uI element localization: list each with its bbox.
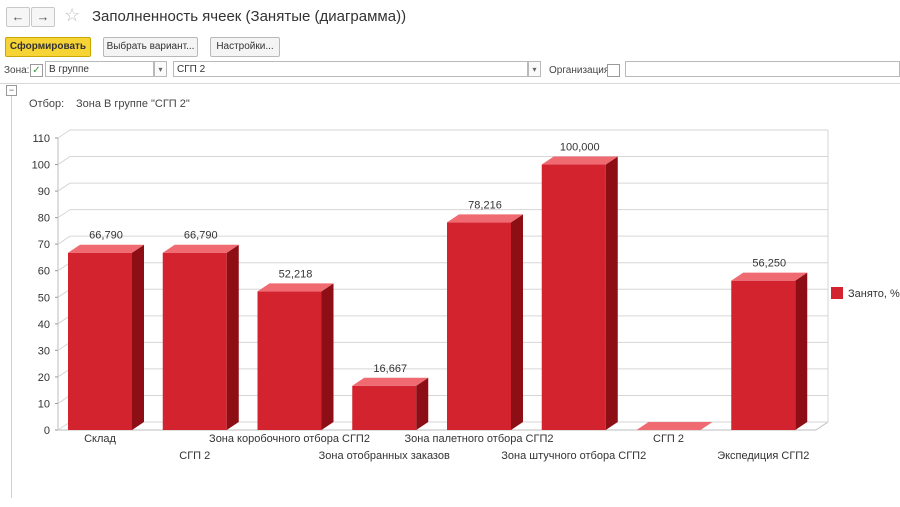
gridline-depth (57, 156, 71, 165)
y-tick-label: 10 (38, 398, 50, 410)
gridline-depth (57, 209, 71, 219)
category-label: СГП 2 (653, 433, 684, 445)
category-label: СГП 2 (179, 450, 210, 462)
bar (731, 280, 796, 430)
zone-checkbox[interactable]: ✓ (30, 64, 43, 77)
y-tick-label: 110 (32, 133, 50, 145)
check-icon: ✓ (32, 65, 41, 76)
filter-caption: Отбор: (29, 98, 65, 110)
legend-label: Занято, % (848, 288, 900, 300)
page-title: Заполненность ячеек (Занятые (диаграмма)… (92, 8, 407, 25)
gridline-depth (57, 182, 71, 192)
y-tick-label: 60 (38, 266, 50, 278)
group-tree-line (11, 96, 12, 498)
bar-side (605, 156, 618, 430)
settings-button[interactable]: Настройки... (210, 37, 280, 57)
y-tick-label: 80 (38, 213, 50, 225)
y-tick-label: 50 (38, 292, 50, 304)
organization-checkbox[interactable] (607, 64, 620, 77)
forward-button[interactable]: → (31, 7, 55, 27)
favorite-star-icon[interactable]: ☆ (64, 5, 81, 25)
data-label: 52,218 (279, 268, 313, 280)
arrow-left-icon: ← (11, 9, 25, 24)
bar (541, 164, 606, 430)
data-label: 16,667 (373, 363, 407, 375)
category-label: Экспедиция СГП2 (717, 450, 809, 462)
chevron-down-icon: ▾ (532, 65, 537, 74)
bar (68, 252, 132, 430)
gridline-depth (57, 129, 71, 139)
y-tick-label: 90 (38, 186, 50, 198)
y-tick-label: 70 (38, 239, 50, 251)
data-label: 78,216 (468, 199, 502, 211)
chevron-down-icon: ▾ (158, 65, 163, 74)
zone-value-input[interactable]: СГП 2 (173, 61, 528, 77)
zone-value-dropdown[interactable]: ▾ (528, 61, 541, 77)
y-tick-label: 100 (32, 160, 50, 172)
y-tick-label: 30 (38, 345, 50, 357)
bar-top (257, 283, 334, 292)
gridline-depth (57, 235, 71, 245)
data-label: 66,790 (89, 230, 123, 242)
bar-top (68, 244, 144, 253)
category-label: Склад (84, 433, 116, 445)
bar-top (541, 156, 618, 165)
zone-condition-select[interactable]: В группе (45, 61, 154, 77)
legend-swatch (831, 287, 843, 299)
category-label: Зона отобранных заказов (319, 450, 450, 462)
bar-top (636, 422, 713, 430)
filter-value: Зона В группе "СГП 2" (76, 98, 190, 110)
bar (162, 252, 227, 430)
bar (352, 385, 417, 430)
bar-top (447, 214, 523, 223)
bar (447, 222, 511, 430)
organization-label: Организация: (549, 65, 613, 76)
bar-top (731, 272, 808, 281)
category-label: Зона коробочного отбора СГП2 (209, 433, 370, 445)
bar-side (795, 272, 808, 430)
y-tick-label: 20 (38, 372, 50, 384)
back-button[interactable]: ← (6, 7, 30, 27)
report-area (0, 83, 900, 507)
bar-side (416, 377, 429, 430)
bar (257, 291, 322, 430)
choose-variant-button[interactable]: Выбрать вариант... (103, 37, 198, 57)
data-label: 100,000 (560, 142, 600, 154)
bar-side (132, 244, 144, 430)
data-label: 66,790 (184, 230, 218, 242)
bar-side (226, 244, 239, 430)
zone-condition-dropdown[interactable]: ▾ (154, 61, 167, 77)
floor-right-edge (815, 421, 829, 431)
bar-side (321, 283, 334, 430)
y-tick-label: 0 (44, 425, 50, 437)
category-label: Зона палетного отбора СГП2 (405, 433, 554, 445)
generate-button[interactable]: Сформировать (5, 37, 91, 57)
arrow-right-icon: → (36, 9, 50, 24)
bar-top (162, 244, 239, 253)
collapse-minus-icon[interactable]: − (6, 85, 17, 96)
bar-top (352, 377, 429, 386)
y-tick-label: 40 (38, 319, 50, 331)
zone-label: Зона: (4, 65, 30, 76)
bar-side (511, 214, 523, 430)
category-label: Зона штучного отбора СГП2 (501, 450, 646, 462)
data-label: 56,250 (752, 258, 786, 270)
window-header: ← → ☆ Заполненность ячеек (Занятые (диаг… (0, 0, 900, 33)
